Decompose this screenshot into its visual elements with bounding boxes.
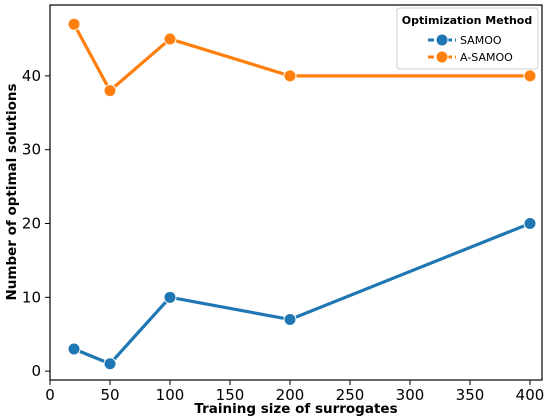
- data-point-a-samoo: [523, 69, 537, 83]
- legend-title: Optimization Method: [402, 14, 533, 27]
- legend-box: [396, 7, 539, 70]
- x-tick-label: 150: [216, 386, 245, 404]
- data-point-samoo: [523, 217, 537, 231]
- series-layer: [67, 17, 537, 371]
- y-tick-label: 0: [31, 362, 41, 380]
- data-point-a-samoo: [163, 32, 177, 46]
- legend-entry-samoo: SAMOO: [428, 33, 502, 47]
- data-point-samoo: [67, 342, 81, 356]
- legend-marker-samoo: [435, 33, 449, 47]
- data-point-samoo: [163, 290, 177, 304]
- data-point-a-samoo: [67, 17, 81, 31]
- y-tick-label: 20: [22, 215, 41, 233]
- x-tick-label: 50: [100, 386, 119, 404]
- x-tick-label: 200: [276, 386, 305, 404]
- data-point-a-samoo: [103, 84, 117, 98]
- y-axis-label: Number of optimal solutions: [4, 83, 20, 300]
- legend-label-a-samoo: A-SAMOO: [460, 51, 513, 64]
- x-tick-label: 350: [456, 386, 485, 404]
- data-point-samoo: [103, 357, 117, 371]
- x-tick-label: 250: [336, 386, 365, 404]
- x-tick-label: 0: [45, 386, 55, 404]
- y-tick-label: 40: [22, 67, 41, 85]
- legend-marker-a-samoo: [435, 50, 449, 64]
- y-tick-label: 10: [22, 288, 41, 306]
- x-tick-label: 400: [516, 386, 545, 404]
- series-line-samoo: [72, 221, 532, 366]
- y-tick-label: 30: [22, 141, 41, 159]
- ticks-layer: 0 50 100 150 200 250 300 350 400 0 10 20 30 40: [22, 67, 544, 404]
- legend-label-samoo: SAMOO: [460, 34, 502, 47]
- plot-frame: [49, 4, 543, 381]
- x-tick-label: 100: [156, 386, 185, 404]
- x-tick-label: 300: [396, 386, 425, 404]
- data-point-samoo: [283, 312, 297, 326]
- x-axis-label: Training size of surrogates: [194, 401, 397, 417]
- legend: Optimization Method SAMOO A-SAMOO: [396, 7, 539, 70]
- data-point-a-samoo: [283, 69, 297, 83]
- legend-entry-a-samoo: A-SAMOO: [428, 50, 513, 64]
